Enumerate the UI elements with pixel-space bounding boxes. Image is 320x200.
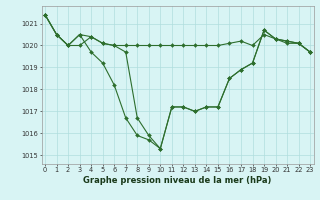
X-axis label: Graphe pression niveau de la mer (hPa): Graphe pression niveau de la mer (hPa)	[84, 176, 272, 185]
